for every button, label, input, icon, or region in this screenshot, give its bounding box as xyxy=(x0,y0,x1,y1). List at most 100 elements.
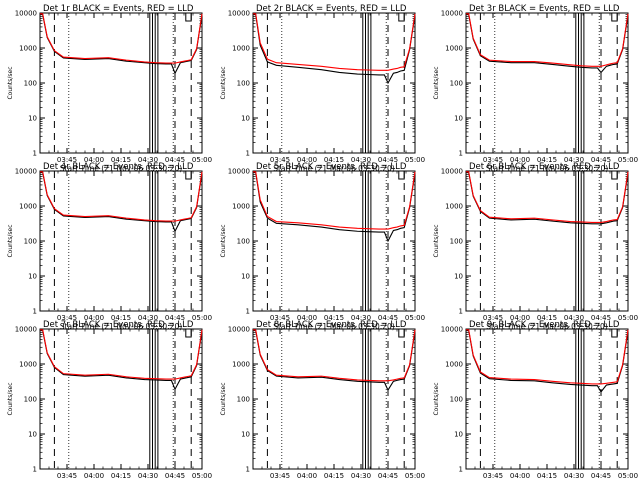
y-tick-label: 100 xyxy=(24,238,37,246)
plot-frame xyxy=(39,328,203,470)
y-tick-label: 1 xyxy=(246,308,250,316)
chart-panel-7: Det 7r BLACK = Events, RED = LLD 1 10 100 10… xyxy=(7,320,212,480)
events-series-line xyxy=(253,330,416,392)
x-tick-label: 04:45 xyxy=(378,472,398,480)
plot-frame xyxy=(465,328,629,470)
plot-frame xyxy=(39,170,203,312)
y-axis-label: Counts/sec xyxy=(433,224,440,257)
y-tick-label: 1000 xyxy=(445,203,463,211)
x-tick-label: 04:45 xyxy=(165,314,185,322)
x-tick-label: 03:45 xyxy=(57,472,77,480)
top-bracket-marker xyxy=(398,13,405,22)
y-tick-label: 1000 xyxy=(19,45,37,53)
x-tick-label: 04:45 xyxy=(165,472,185,480)
events-series-line xyxy=(466,14,629,74)
y-tick-label: 1 xyxy=(459,466,463,474)
x-tick-label: 04:15 xyxy=(537,314,557,322)
x-tick-label: 04:30 xyxy=(351,472,371,480)
y-tick-label: 1 xyxy=(459,308,463,316)
y-tick-label: 10000 xyxy=(228,168,250,176)
x-axis-label: Start Time (21-Mar-06 03:30:20) xyxy=(486,322,608,331)
chart-title: Det 8r BLACK = Events, RED = LLD xyxy=(256,320,407,330)
x-axis-label: Start Time (21-Mar-06 03:30:20) xyxy=(273,322,395,331)
y-tick-label: 1000 xyxy=(232,361,250,369)
y-tick-label: 1000 xyxy=(445,45,463,53)
x-tick-label: 05:00 xyxy=(618,472,638,480)
x-tick-label: 03:45 xyxy=(483,156,503,164)
x-tick-label: 05:00 xyxy=(618,314,638,322)
y-tick-label: 1 xyxy=(246,466,250,474)
x-tick-label: 04:30 xyxy=(564,156,584,164)
chart-title: Det 4r BLACK = Events, RED = LLD xyxy=(43,162,194,172)
top-bracket-marker xyxy=(611,171,618,180)
events-series-line xyxy=(40,172,203,233)
events-series-line xyxy=(466,172,629,225)
x-tick-label: 05:00 xyxy=(405,314,425,322)
y-tick-label: 100 xyxy=(24,396,37,404)
y-tick-label: 10 xyxy=(454,273,463,281)
x-tick-label: 04:00 xyxy=(297,156,317,164)
y-axis-label: Counts/sec xyxy=(220,224,227,257)
events-series-line xyxy=(40,14,203,75)
x-tick-label: 04:45 xyxy=(591,472,611,480)
y-tick-label: 10 xyxy=(454,115,463,123)
x-tick-label: 05:00 xyxy=(405,156,425,164)
x-tick-label: 04:45 xyxy=(378,156,398,164)
events-series-line xyxy=(466,330,629,393)
x-tick-label: 03:45 xyxy=(483,314,503,322)
plot-frame xyxy=(465,12,629,154)
y-axis-label: Counts/sec xyxy=(7,66,14,99)
top-bracket-marker xyxy=(185,329,192,338)
x-tick-label: 04:30 xyxy=(138,472,158,480)
y-tick-label: 10000 xyxy=(15,168,37,176)
y-tick-label: 100 xyxy=(237,238,250,246)
y-tick-label: 100 xyxy=(450,238,463,246)
x-tick-label: 04:00 xyxy=(510,472,530,480)
lld-series-line xyxy=(253,13,416,71)
chart-title: Det 9r BLACK = Events, RED = LLD xyxy=(469,320,620,330)
y-axis-label: Counts/sec xyxy=(7,224,14,257)
x-tick-label: 04:30 xyxy=(564,314,584,322)
lld-series-line xyxy=(40,13,203,64)
chart-panel-3: Det 3r BLACK = Events, RED = LLD 1 10 100 10… xyxy=(433,4,638,173)
x-axis-label: Start Time (21-Nov-06 03:30:20) xyxy=(60,322,182,331)
events-series-line xyxy=(253,14,416,85)
plot-frame xyxy=(252,170,416,312)
y-tick-label: 100 xyxy=(24,80,37,88)
x-tick-label: 04:45 xyxy=(591,314,611,322)
y-tick-label: 10000 xyxy=(15,10,37,18)
plot-frame xyxy=(252,12,416,154)
chart-panel-2: Det 2r BLACK = Events, RED = LLD 1 10 100 10… xyxy=(220,4,425,173)
x-tick-label: 03:45 xyxy=(270,472,290,480)
chart-panel-4: Det 4r BLACK = Events, RED = LLD 1 10 100 10… xyxy=(7,162,212,331)
chart-panel-9: Det 9r BLACK = Events, RED = LLD 1 10 100 10… xyxy=(433,320,638,480)
top-bracket-marker xyxy=(611,329,618,338)
y-tick-label: 10 xyxy=(241,115,250,123)
x-tick-label: 03:45 xyxy=(270,156,290,164)
top-bracket-marker xyxy=(611,13,618,22)
y-tick-label: 10 xyxy=(454,431,463,439)
x-tick-label: 03:45 xyxy=(270,314,290,322)
x-tick-label: 04:30 xyxy=(564,472,584,480)
x-tick-label: 05:00 xyxy=(618,156,638,164)
lld-series-line xyxy=(40,171,203,222)
y-tick-label: 1000 xyxy=(232,203,250,211)
x-tick-label: 04:15 xyxy=(324,314,344,322)
chart-panel-6: Det 6r BLACK = Events, RED = LLD 1 10 100 10… xyxy=(433,162,638,331)
lld-series-line xyxy=(466,13,629,67)
x-axis-label: Start Time (21-Nov-06 03:30:20) xyxy=(486,164,608,173)
lld-series-line xyxy=(466,329,629,385)
chart-title: Det 3r BLACK = Events, RED = LLD xyxy=(469,4,620,14)
plot-frame xyxy=(465,170,629,312)
y-tick-label: 1000 xyxy=(19,203,37,211)
x-axis-label: Start Time (21-Nov-06 03:30:20) xyxy=(60,164,182,173)
x-tick-label: 03:45 xyxy=(483,472,503,480)
y-tick-label: 10 xyxy=(28,431,37,439)
y-tick-label: 10 xyxy=(241,273,250,281)
y-tick-label: 10 xyxy=(241,431,250,439)
x-tick-label: 05:00 xyxy=(405,472,425,480)
y-tick-label: 1 xyxy=(33,466,37,474)
x-tick-label: 04:15 xyxy=(324,156,344,164)
y-tick-label: 10000 xyxy=(441,10,463,18)
